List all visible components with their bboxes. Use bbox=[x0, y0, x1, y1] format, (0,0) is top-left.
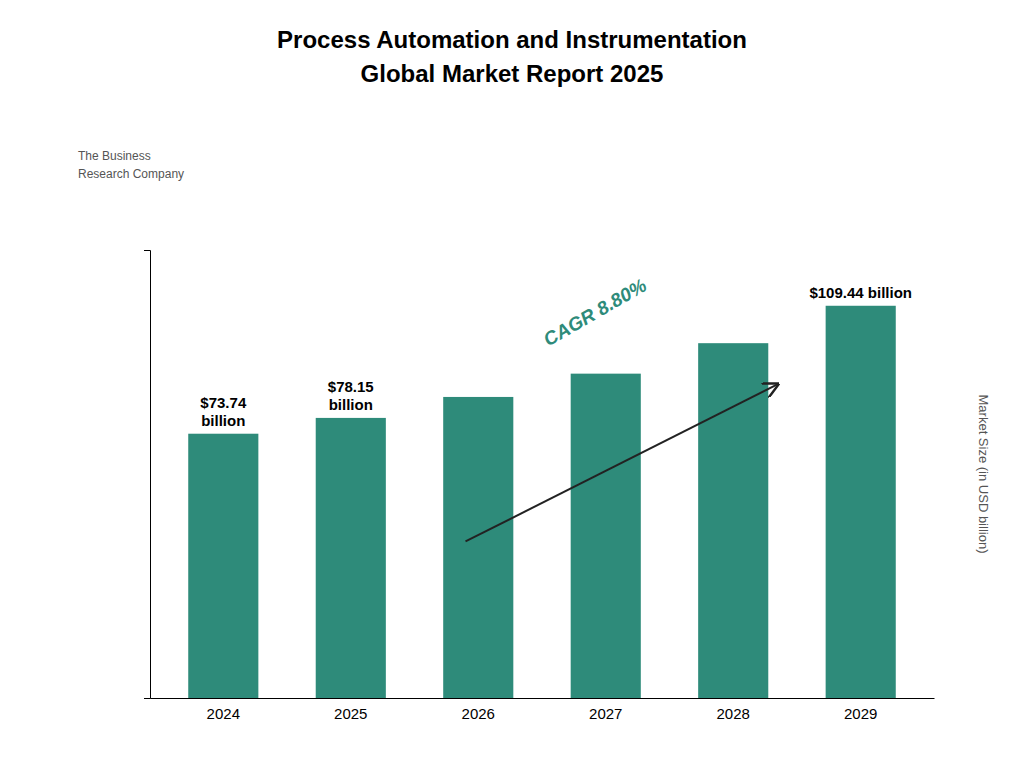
x-tick: 2028 bbox=[717, 705, 750, 722]
bar bbox=[698, 343, 768, 698]
subtitle: Global Market Report 2025 bbox=[361, 60, 664, 87]
logo-text: Research Company bbox=[78, 167, 184, 181]
y-axis-line bbox=[144, 251, 151, 699]
x-tick-label: 2025 bbox=[334, 705, 367, 722]
x-tick-label: 2028 bbox=[717, 705, 750, 722]
data-label-line: $78.15 bbox=[328, 378, 374, 395]
bar bbox=[316, 418, 386, 698]
chart: Process Automation and Instrumentation Gl… bbox=[0, 0, 1024, 768]
x-tick: 2029 bbox=[844, 705, 877, 722]
cagr-arrow bbox=[466, 384, 778, 541]
x-tick: 2026 bbox=[462, 705, 495, 722]
data-label-line: $109.44 billion bbox=[809, 284, 912, 301]
data-label-line: billion bbox=[329, 396, 373, 413]
y-axis-label: Market Size (in USD billion) bbox=[976, 395, 991, 554]
data-label-line: billion bbox=[201, 412, 245, 429]
plot: 2024 2025 2026 2027 2028 2029 bbox=[144, 251, 935, 722]
x-axis-line bbox=[151, 698, 935, 699]
logo-text: The Business bbox=[78, 149, 151, 163]
x-tick-label: 2024 bbox=[207, 705, 240, 722]
x-tick: 2027 bbox=[589, 705, 622, 722]
x-axis: 2024 2025 2026 2027 2028 2029 bbox=[151, 699, 935, 722]
data-label-line: $73.74 bbox=[200, 394, 247, 411]
data-label: $109.44 billion bbox=[809, 284, 912, 301]
x-tick: 2024 bbox=[207, 705, 240, 722]
x-tick-label: 2027 bbox=[589, 705, 622, 722]
title: Process Automation and Instrumentation bbox=[277, 26, 747, 53]
bar bbox=[443, 397, 513, 698]
x-tick-label: 2026 bbox=[462, 705, 495, 722]
cagr-annotation: CAGR 8.80% bbox=[540, 274, 650, 350]
bar bbox=[826, 306, 896, 698]
bars bbox=[188, 306, 896, 698]
data-label: $73.74billion bbox=[200, 394, 247, 429]
data-label: $78.15billion bbox=[328, 378, 374, 413]
x-tick-label: 2029 bbox=[844, 705, 877, 722]
bar bbox=[571, 374, 641, 698]
x-tick: 2025 bbox=[334, 705, 367, 722]
bar bbox=[188, 434, 258, 698]
y-axis bbox=[144, 251, 151, 699]
